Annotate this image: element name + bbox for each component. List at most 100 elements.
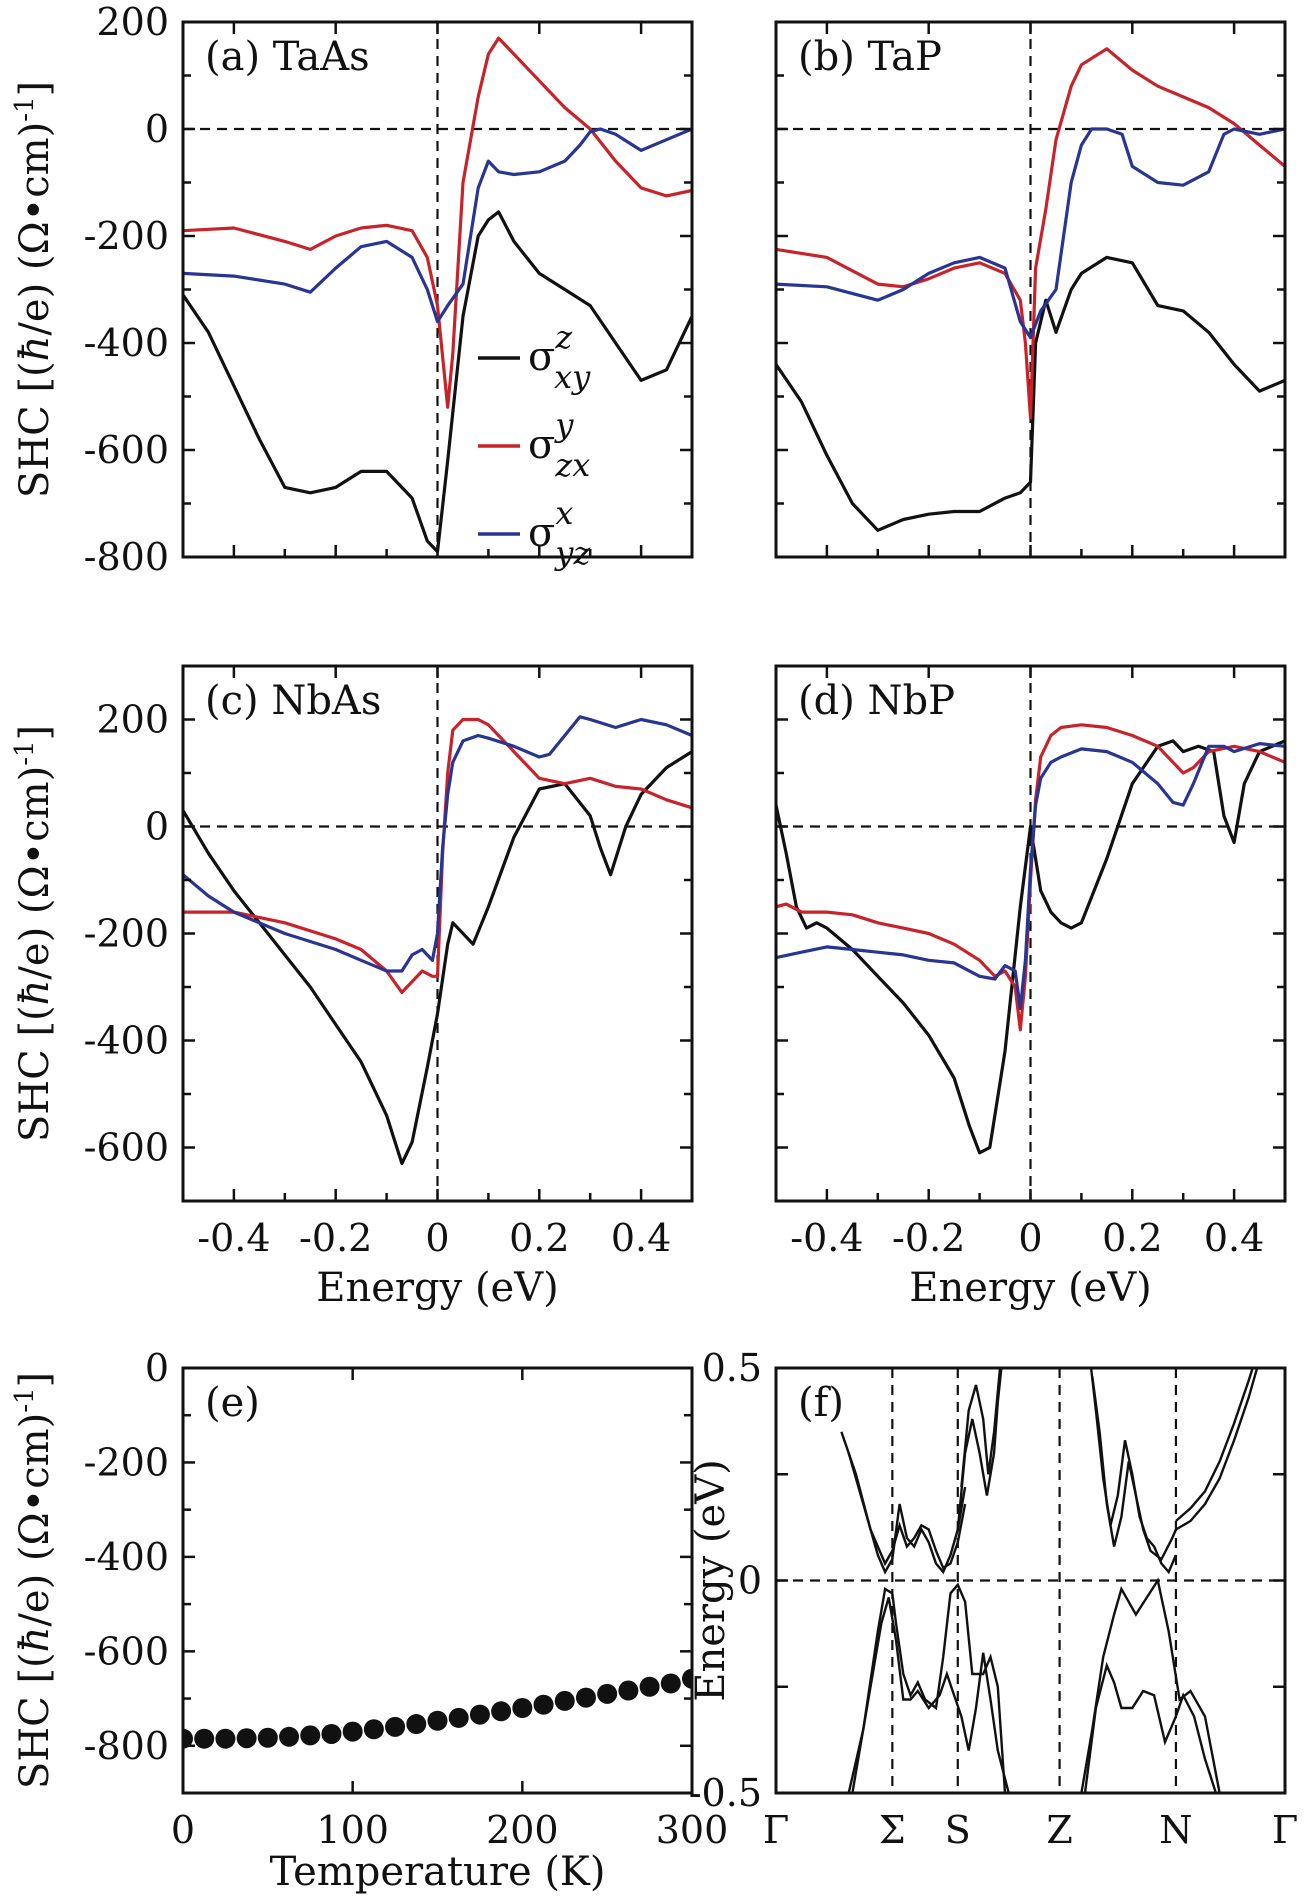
data-point	[215, 1728, 236, 1749]
data-point	[363, 1719, 384, 1740]
band-line	[847, 1452, 967, 1575]
y-axis-title: SHC [(ħ/e) (Ω•cm)-1]	[10, 725, 58, 1142]
band-line	[847, 1582, 1007, 1793]
x-tick-label: 0.4	[611, 1216, 671, 1260]
data-point	[194, 1728, 215, 1749]
x-tick-label: 0	[171, 1808, 195, 1852]
panel-label: (e)	[205, 1380, 260, 1426]
series-line-blue	[776, 127, 1285, 340]
x-tick-label: 0	[425, 1216, 449, 1260]
y-tick-label: 0	[145, 1346, 169, 1390]
x-tick-label: -0.2	[892, 1216, 965, 1260]
data-point	[533, 1694, 554, 1715]
plot-frame	[181, 20, 694, 559]
x-tick-label: Γ	[1272, 1808, 1298, 1852]
data-point	[385, 1716, 406, 1737]
y-tick-label: -400	[84, 321, 169, 365]
y-tick-label: -600	[84, 1126, 169, 1170]
band-line	[1083, 1661, 1218, 1793]
data-point	[342, 1721, 363, 1742]
legend-sup: z	[554, 318, 573, 356]
legend-entry-sxy: σz xy	[528, 318, 591, 396]
y-tick-label: 0	[145, 805, 169, 849]
ylabel-exp: -1	[10, 96, 40, 121]
y-tick-label: 0.5	[702, 1346, 762, 1390]
ylabel-mid: /e) (Ω•cm)	[12, 766, 58, 980]
series-line-black	[776, 739, 1285, 1155]
series-line-black	[183, 210, 692, 554]
x-tick-label: 0.4	[1204, 1216, 1264, 1260]
x-tick-label: 300	[656, 1808, 729, 1852]
series-group	[183, 1668, 692, 1749]
y-tick-label: -0.5	[689, 1771, 762, 1815]
series-group	[840, 1368, 1259, 1793]
legend-entry-syz: σx yz	[528, 494, 591, 572]
data-point	[597, 1683, 618, 1704]
y-tick-label: -400	[84, 1535, 169, 1579]
series-line-blue	[776, 742, 1285, 1010]
data-point	[554, 1690, 575, 1711]
y-axis-title: SHC [(ħ/e) (Ω•cm)-1]	[10, 1372, 58, 1789]
band-line	[1091, 1376, 1178, 1562]
x-tick-label: 0.2	[1102, 1216, 1162, 1260]
y-tick-label: 200	[96, 698, 169, 742]
x-axis-title: Temperature (K)	[270, 1849, 606, 1895]
data-point	[660, 1673, 681, 1694]
series-line-blue	[183, 127, 692, 324]
x-tick-label: N	[1159, 1808, 1192, 1852]
data-point	[448, 1707, 469, 1728]
band-line	[960, 1368, 1002, 1488]
x-tick-label: 0.2	[509, 1216, 569, 1260]
ylabel-hbar: ħ	[12, 1627, 58, 1653]
data-point	[321, 1723, 342, 1744]
series-line-red	[776, 47, 1285, 420]
ylabel-prefix: SHC [(	[12, 361, 58, 498]
ylabel-prefix: SHC [(	[12, 1005, 58, 1142]
data-point	[491, 1701, 512, 1722]
data-point	[406, 1714, 427, 1735]
legend-base: σ	[528, 510, 555, 556]
data-point	[512, 1698, 533, 1718]
data-point	[427, 1710, 448, 1731]
data-point	[639, 1676, 660, 1697]
panel-c: -0.4 -0.2 0 0.2 0.4 -600 -400 -200 0 200 (c) NbAs E…	[10, 664, 694, 1311]
series-line-red	[183, 717, 692, 994]
y-tick-label: 200	[96, 0, 169, 44]
band-line	[1175, 1368, 1259, 1531]
ylabel-suffix: ]	[12, 725, 58, 741]
data-point	[279, 1726, 300, 1747]
panel-a: -800 -600 -400 -200 0 200 (a) TaAs SHC [(ħ/e) (…	[10, 0, 694, 579]
data-point	[183, 1728, 193, 1749]
legend-sub: zx	[554, 446, 590, 484]
x-tick-label: -0.2	[299, 1216, 372, 1260]
panel-label: (a) TaAs	[205, 34, 370, 80]
data-point	[469, 1704, 490, 1725]
series-group	[183, 36, 692, 554]
data-point	[682, 1668, 692, 1689]
series-line-blue	[183, 715, 692, 973]
y-axis-title: Energy (eV)	[688, 1459, 734, 1701]
data-point	[257, 1727, 278, 1748]
x-tick-label: Γ	[763, 1808, 789, 1852]
panel-label: (b) TaP	[798, 34, 942, 80]
band-line	[1175, 1368, 1254, 1522]
ylabel-prefix: SHC [(	[12, 1652, 58, 1789]
y-tick-label: -200	[84, 912, 169, 956]
y-tick-label: -800	[84, 535, 169, 579]
x-tick-label: 0	[1018, 1216, 1042, 1260]
ylabel-mid: /e) (Ω•cm)	[12, 122, 58, 336]
x-tick-label: -0.4	[197, 1216, 270, 1260]
series-group	[776, 723, 1285, 1155]
panel-d: -0.4 -0.2 0 0.2 0.4 (d) NbP Energy (eV)	[774, 664, 1287, 1311]
panel-b: (b) TaP	[774, 20, 1287, 559]
legend-sub: yz	[553, 534, 591, 572]
legend-base: σ	[528, 422, 555, 468]
ylabel-exp: -1	[10, 740, 40, 765]
band-line	[956, 1368, 1003, 1530]
series-group	[776, 47, 1285, 532]
legend-base: σ	[528, 334, 555, 380]
band-line	[1080, 1577, 1221, 1793]
y-tick-label: -600	[84, 1629, 169, 1673]
